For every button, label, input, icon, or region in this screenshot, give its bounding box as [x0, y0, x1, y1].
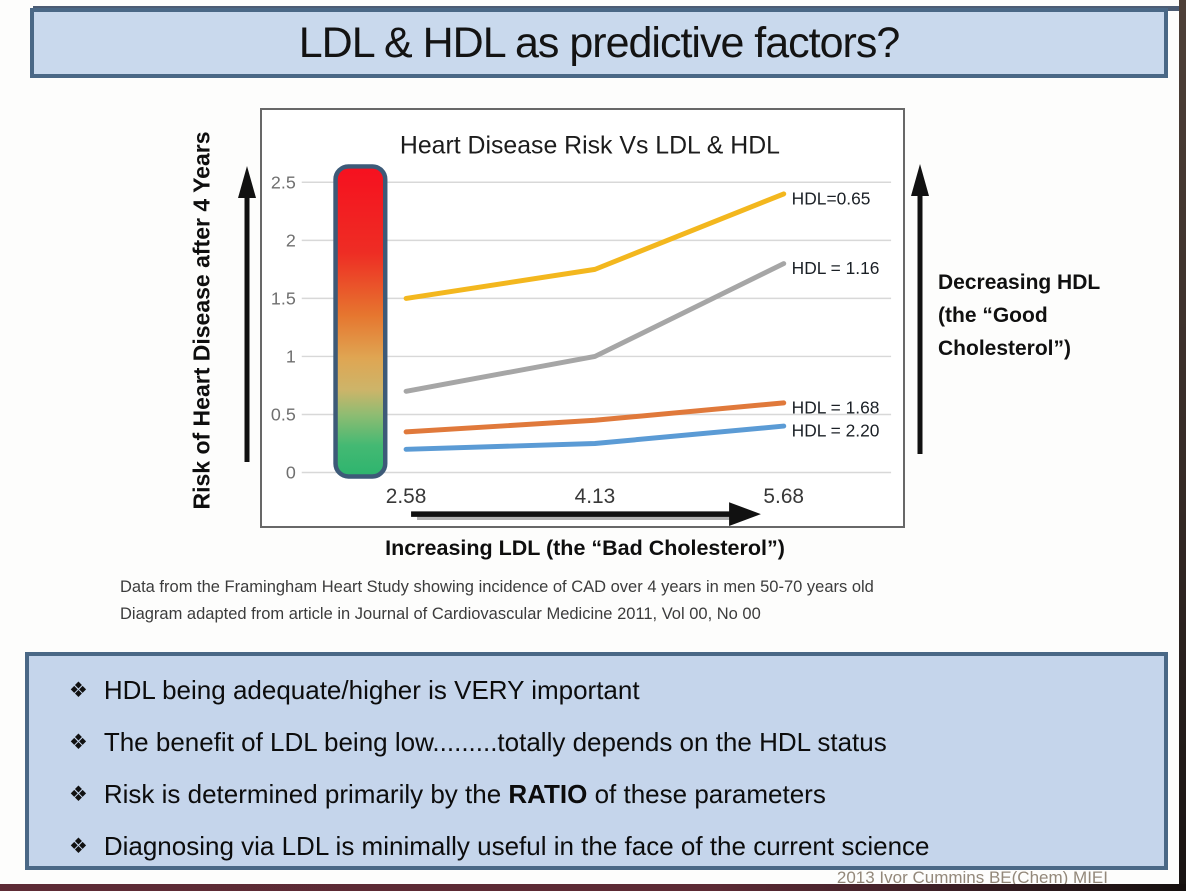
chart-labels: 0 0.5 1 1.5 2 2.5 2.58 4.13 5.68 HDL=0.65 HDL = 1.…: [271, 172, 880, 508]
chart-series: [403, 191, 787, 452]
series-line: [403, 400, 787, 435]
frame-bottom-strip: [0, 884, 1186, 891]
bullet-list: ❖ HDL being adequate/higher is VERY impo…: [29, 656, 1164, 872]
bullet-diamond-icon: ❖: [69, 730, 88, 754]
series-label: HDL = 2.20: [792, 421, 880, 441]
x-tick-label: 2.58: [386, 485, 427, 508]
bullet-diamond-icon: ❖: [69, 782, 88, 806]
bullet-diamond-icon: ❖: [69, 834, 88, 858]
y-axis-up-arrow-icon: [238, 166, 256, 462]
bullet-item-3: ❖ Risk is determined primarily by the RA…: [69, 778, 826, 809]
series-label: HDL = 1.68: [792, 397, 880, 417]
bullet-item-1: ❖ HDL being adequate/higher is VERY impo…: [69, 674, 640, 705]
chart-panel: 0 0.5 1 1.5 2 2.5 2.58 4.13 5.68 HDL=0.65 HDL = 1.…: [260, 108, 905, 528]
series-line: [403, 423, 787, 452]
risk-chart-svg: 0 0.5 1 1.5 2 2.5 2.58 4.13 5.68 HDL=0.65 HDL = 1.…: [271, 133, 892, 526]
caption-line-2: Diagram adapted from article in Journal …: [120, 605, 761, 623]
series-label: HDL = 1.16: [792, 258, 880, 278]
author-credit: 2013 Ivor Cummins BE(Chem) MIEI: [836, 868, 1108, 887]
y-tick-label: 0.5: [271, 405, 296, 425]
chart-title: Heart Disease Risk Vs LDL & HDL: [400, 133, 780, 160]
slide-title-box: LDL & HDL as predictive factors?: [30, 8, 1168, 78]
y-axis-label: Risk of Heart Disease after 4 Years: [188, 130, 215, 510]
source-captions: Data from the Framingham Heart Study sho…: [120, 574, 874, 628]
x-tick-label: 4.13: [575, 485, 616, 508]
gridlines: [301, 181, 892, 474]
bullet-item-2: ❖ The benefit of LDL being low.........t…: [69, 726, 887, 757]
x-axis-label: Increasing LDL (the “Bad Cholesterol”): [385, 536, 785, 560]
frame-right-strip: [1179, 0, 1186, 891]
y-tick-label: 1: [286, 347, 296, 367]
caption-line-1: Data from the Framingham Heart Study sho…: [120, 578, 874, 596]
y-tick-label: 1.5: [271, 288, 296, 308]
decreasing-hdl-up-arrow-icon: [911, 164, 929, 454]
bullet-item-4: ❖ Diagnosing via LDL is minimally useful…: [69, 830, 930, 861]
y-tick-label: 0: [286, 463, 296, 483]
risk-gradient-bar: [333, 164, 388, 479]
series-line: [403, 191, 787, 301]
bullet-diamond-icon: ❖: [69, 678, 88, 702]
x-axis-right-arrow-icon: [411, 502, 761, 526]
slide-title: LDL & HDL as predictive factors?: [298, 18, 901, 67]
series-line: [403, 261, 787, 394]
decreasing-hdl-note: Decreasing HDL (the “Good Cholesterol”): [938, 271, 1101, 360]
x-tick-label: 5.68: [763, 485, 804, 508]
y-tick-label: 2: [286, 230, 296, 250]
y-tick-label: 2.5: [271, 172, 296, 192]
summary-bullets-box: ❖ HDL being adequate/higher is VERY impo…: [25, 652, 1168, 870]
series-label: HDL=0.65: [792, 188, 871, 208]
